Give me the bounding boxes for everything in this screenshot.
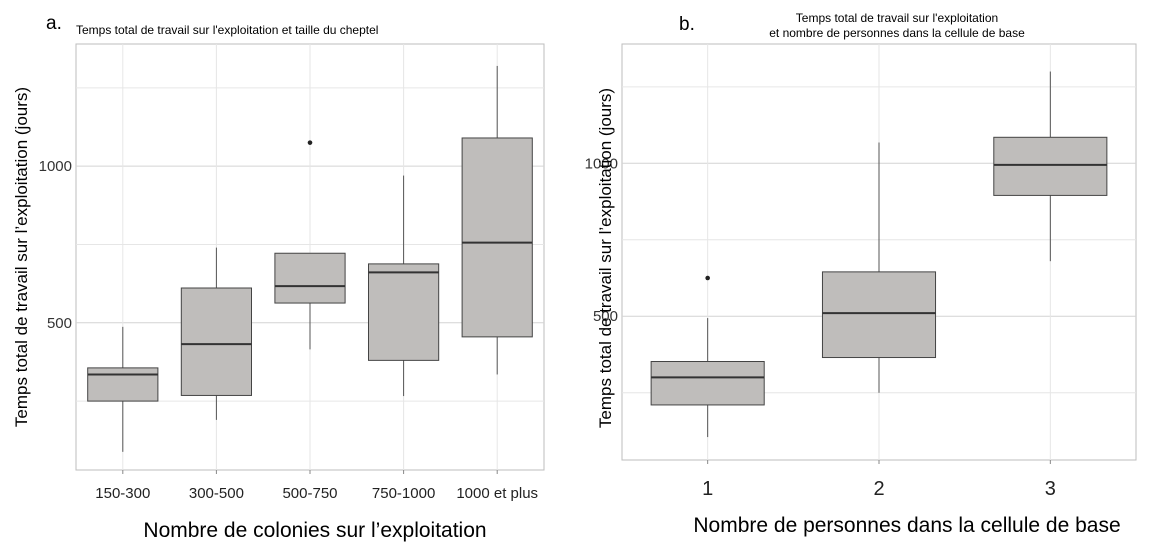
box-150-300 [87, 326, 159, 452]
x-tick-label: 500-750 [282, 485, 337, 502]
x-ticks-a: 150-300 300-500 500-750 750-1000 1000 et plu… [95, 470, 538, 502]
box-1 [650, 275, 765, 438]
chart-title-a: Temps total de travail sur l'exploitatio… [76, 23, 378, 37]
y-tick-label: 1000 [39, 158, 72, 175]
y-tick-label: 500 [593, 308, 618, 325]
y-tick-label: 1000 [585, 155, 618, 172]
x-tick-label: 1 [702, 478, 713, 500]
x-axis-label-a: Nombre de colonies sur l’exploitation [143, 519, 486, 542]
x-tick-label: 2 [873, 478, 884, 500]
y-axis-label-b: Temps total de travail sur l’exploitatio… [596, 88, 615, 428]
x-axis-label-b: Nombre de personnes dans la cellule de b… [693, 514, 1120, 537]
panel-label-b: b. [679, 14, 695, 35]
box-750-1000 [368, 175, 440, 397]
box-iqr [87, 367, 159, 402]
box-1000-et-plus [461, 65, 533, 375]
chart-a: a. Temps total de travail sur l'exploita… [12, 13, 545, 542]
x-tick-label: 300-500 [189, 485, 244, 502]
x-tick-label: 3 [1045, 478, 1056, 500]
y-axis-label-a: Temps total de travail sur l’exploitatio… [12, 87, 31, 427]
x-tick-label: 750-1000 [372, 485, 435, 502]
panel-label-a: a. [46, 13, 62, 34]
box-500-750 [274, 140, 346, 350]
box-iqr [993, 136, 1108, 196]
box-3 [993, 71, 1108, 262]
box-iqr [650, 361, 765, 406]
boxes-b [650, 71, 1108, 438]
chart-title-b-line1: Temps total de travail sur l'exploitatio… [796, 11, 998, 25]
y-ticks-b: 500 1000 [585, 155, 618, 325]
outlier-point [705, 275, 710, 281]
outlier-point [307, 140, 313, 145]
x-tick-label: 150-300 [95, 485, 150, 502]
panel-a: a. Temps total de travail sur l'exploita… [12, 13, 545, 542]
box-iqr [368, 263, 440, 361]
panel-b: b. Temps total de travail sur l'exploita… [580, 0, 1154, 545]
box-300-500 [180, 247, 252, 420]
y-ticks-a: 500 1000 [39, 158, 72, 332]
boxes-a [87, 65, 533, 452]
x-tick-label: 1000 et plus [456, 485, 538, 502]
y-tick-label: 500 [47, 315, 72, 332]
box-iqr [461, 137, 533, 338]
box-2 [821, 142, 937, 393]
x-ticks-b: 1 2 3 [702, 460, 1056, 500]
chart-title-b-line2: et nombre de personnes dans la cellule d… [769, 26, 1025, 40]
box-iqr [821, 271, 937, 359]
chart-b: b. Temps total de travail sur l'exploita… [585, 11, 1137, 537]
box-iqr [274, 252, 346, 304]
box-iqr [180, 287, 252, 396]
